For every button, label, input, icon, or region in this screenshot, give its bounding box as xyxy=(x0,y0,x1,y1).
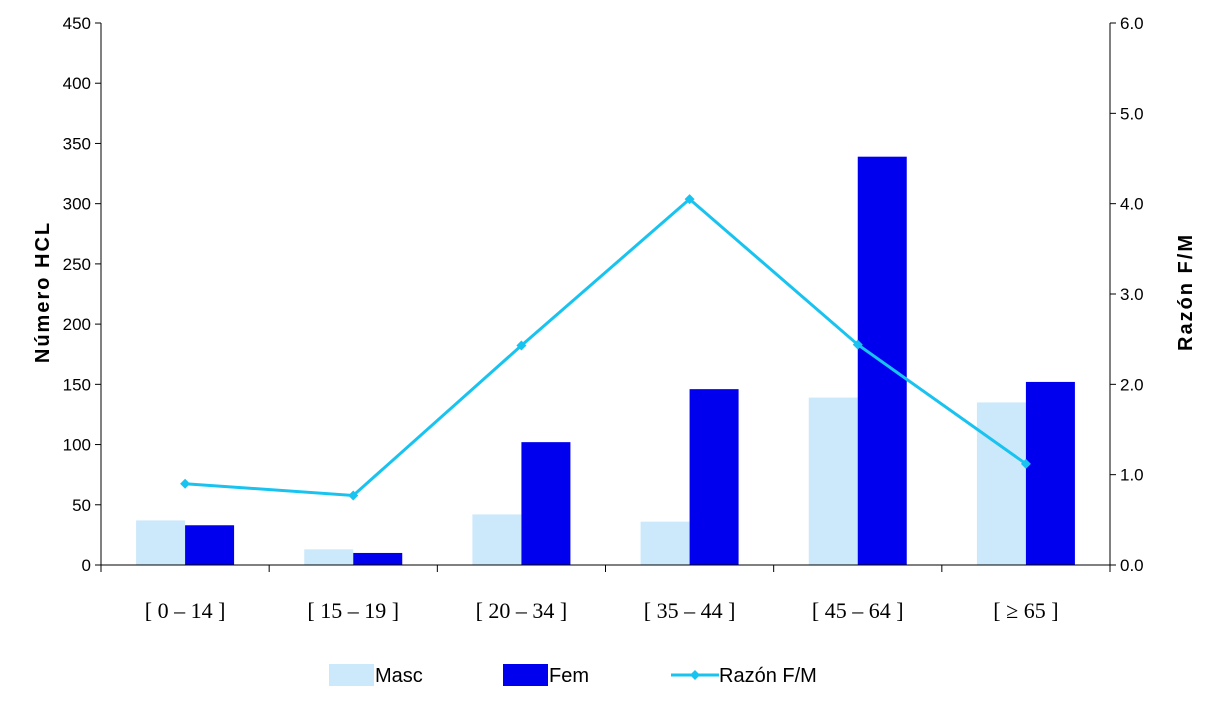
legend-label: Masc xyxy=(375,665,423,687)
y-tick-label-left: 100 xyxy=(63,436,91,455)
bar-fem-3 xyxy=(689,389,739,565)
bar-masc-3 xyxy=(640,521,690,565)
y-tick-label-left: 200 xyxy=(63,315,91,334)
legend-swatch-marker xyxy=(690,670,700,680)
point-razon-fm-0 xyxy=(180,478,191,489)
x-tick-label: [ 0 – 14 ] xyxy=(145,598,226,623)
y-axis-title-right: Razón F/M xyxy=(1175,233,1197,351)
bar-fem-1 xyxy=(353,552,403,565)
point-razon-fm-1 xyxy=(348,490,359,501)
legend: Masc Fem Razón F/M xyxy=(329,664,817,687)
y-tick-label-right: 3.0 xyxy=(1120,285,1144,304)
bar-masc-1 xyxy=(304,549,354,565)
legend-label: Fem xyxy=(549,665,589,687)
y-tick-label-left: 400 xyxy=(63,74,91,93)
y-tick-label-right: 0.0 xyxy=(1120,556,1144,575)
x-tick-label: [ ≥ 65 ] xyxy=(993,598,1058,623)
bar-masc-5 xyxy=(976,402,1026,565)
bar-masc-2 xyxy=(472,514,522,565)
y-tick-label-left: 300 xyxy=(63,195,91,214)
y-tick-label-left: 50 xyxy=(72,496,91,515)
y-tick-label-left: 450 xyxy=(63,14,91,33)
y-tick-label-left: 0 xyxy=(82,556,91,575)
y-axis-title-left: Número HCL xyxy=(32,221,54,363)
y-tick-label-right: 5.0 xyxy=(1120,104,1144,123)
x-tick-label: [ 35 – 44 ] xyxy=(644,598,736,623)
legend-label: Razón F/M xyxy=(719,665,817,687)
y-tick-label-right: 6.0 xyxy=(1120,14,1144,33)
y-tick-label-left: 250 xyxy=(63,255,91,274)
point-razon-fm-2 xyxy=(516,340,527,351)
line-razon-fm xyxy=(184,197,1027,497)
bar-fem-0 xyxy=(185,525,235,565)
y-tick-label-right: 4.0 xyxy=(1120,195,1144,214)
bar-fem-2 xyxy=(521,442,571,565)
y-tick-label-left: 150 xyxy=(63,375,91,394)
y-tick-label-right: 1.0 xyxy=(1120,466,1144,485)
point-razon-fm-3 xyxy=(684,194,695,205)
legend-swatch-fem xyxy=(503,664,548,686)
y-tick-label-left: 350 xyxy=(63,134,91,153)
point-razon-fm-4 xyxy=(852,339,863,350)
legend-swatch-masc xyxy=(329,664,374,686)
bar-fem-5 xyxy=(1025,381,1075,565)
y-tick-label-right: 2.0 xyxy=(1120,375,1144,394)
point-razon-fm-5 xyxy=(1020,458,1031,469)
bar-masc-0 xyxy=(136,520,186,565)
plot-area: 0 50 100 150 200 250 300 350 400 450 0.0 1.0 2.0 3.0 4… xyxy=(63,14,1144,623)
x-tick-label: [ 45 – 64 ] xyxy=(812,598,904,623)
bar-masc-4 xyxy=(808,397,858,565)
x-tick-label: [ 15 – 19 ] xyxy=(307,598,399,623)
x-tick-label: [ 20 – 34 ] xyxy=(476,598,568,623)
